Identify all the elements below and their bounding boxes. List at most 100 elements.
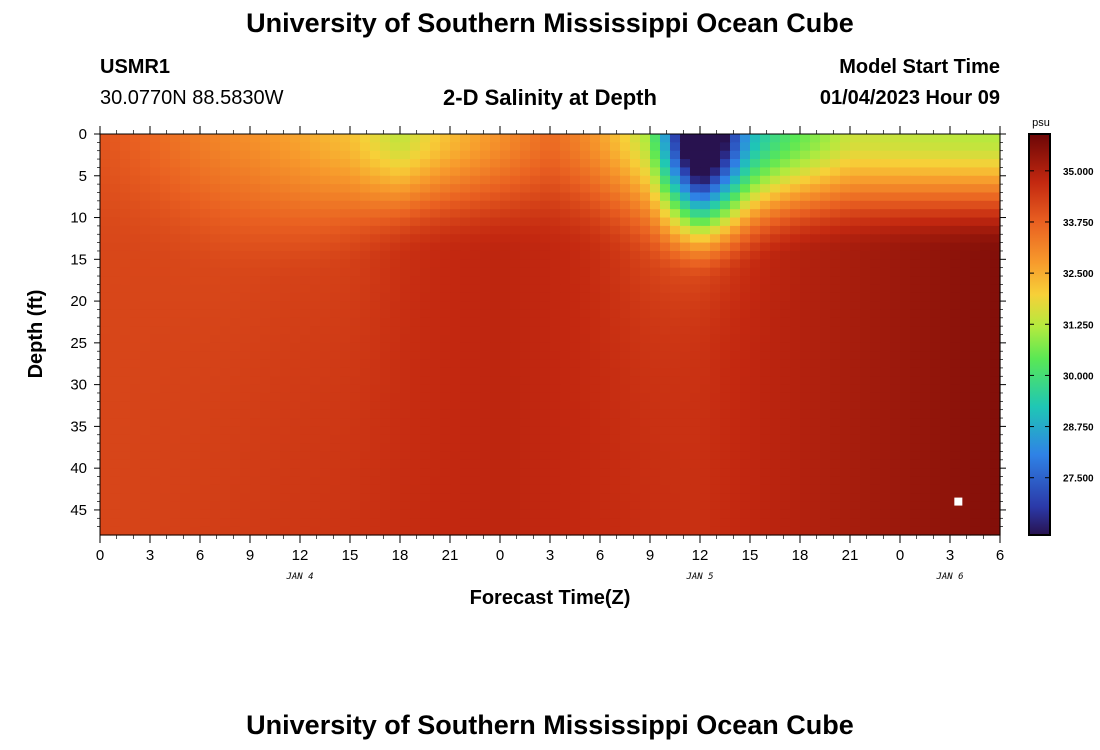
heatmap-cell — [520, 142, 531, 152]
heatmap-cell — [340, 217, 351, 227]
heatmap-cell — [620, 309, 631, 319]
heatmap-cell — [430, 476, 441, 486]
heatmap-cell — [370, 259, 381, 269]
heatmap-cell — [410, 526, 421, 536]
heatmap-cell — [860, 342, 871, 352]
heatmap-cell — [320, 342, 331, 352]
heatmap-cell — [750, 242, 761, 252]
heatmap-cell — [830, 292, 841, 302]
heatmap-cell — [950, 250, 961, 260]
heatmap-cell — [770, 209, 781, 219]
heatmap-cell — [110, 326, 121, 336]
heatmap-cell — [230, 142, 241, 152]
heatmap-cell — [800, 225, 811, 235]
heatmap-cell — [770, 518, 781, 528]
heatmap-cell — [890, 167, 901, 177]
heatmap-cell — [900, 526, 911, 536]
heatmap-cell — [770, 501, 781, 511]
heatmap-cell — [450, 150, 461, 160]
heatmap-cell — [890, 250, 901, 260]
heatmap-cell — [220, 276, 231, 285]
heatmap-cell — [460, 418, 471, 427]
heatmap-cell — [110, 476, 121, 486]
heatmap-cell — [670, 384, 681, 394]
heatmap-cell — [390, 418, 401, 427]
heatmap-cell — [660, 225, 671, 235]
heatmap-cell — [530, 443, 541, 453]
heatmap-cell — [330, 267, 341, 277]
heatmap-cell — [230, 292, 241, 302]
heatmap-cell — [570, 426, 581, 436]
heatmap-cell — [810, 284, 821, 294]
heatmap-cell — [880, 484, 891, 494]
heatmap-cell — [340, 159, 351, 169]
heatmap-cell — [110, 150, 121, 160]
heatmap-cell — [430, 234, 441, 244]
heatmap-cell — [120, 150, 131, 160]
heatmap-cell — [860, 234, 871, 244]
heatmap-cell — [540, 468, 551, 478]
heatmap-cell — [290, 259, 301, 269]
heatmap-cell — [920, 134, 931, 143]
heatmap-cell — [240, 292, 251, 302]
heatmap-cell — [950, 309, 961, 319]
heatmap-cell — [210, 292, 221, 302]
heatmap-cell — [520, 468, 531, 478]
heatmap-cell — [540, 392, 551, 402]
heatmap-cell — [670, 476, 681, 486]
heatmap-cell — [860, 142, 871, 152]
heatmap-cell — [640, 468, 651, 478]
heatmap-cell — [680, 175, 691, 185]
heatmap-cell — [670, 242, 681, 252]
heatmap-cell — [420, 192, 431, 202]
heatmap-cell — [900, 217, 911, 227]
heatmap-cell — [510, 376, 521, 386]
heatmap-cell — [340, 409, 351, 419]
heatmap-cell — [940, 217, 951, 227]
heatmap-cell — [290, 518, 301, 528]
heatmap-cell — [960, 250, 971, 260]
heatmap-cell — [590, 376, 601, 386]
heatmap-cell — [470, 326, 481, 336]
heatmap-cell — [240, 518, 251, 528]
heatmap-cell — [190, 384, 201, 394]
heatmap-cell — [910, 518, 921, 528]
heatmap-cell — [310, 217, 321, 227]
heatmap-cell — [510, 242, 521, 252]
heatmap-cell — [160, 476, 171, 486]
heatmap-cell — [290, 326, 301, 336]
heatmap-cell — [640, 418, 651, 427]
heatmap-cell — [330, 409, 341, 419]
heatmap-cell — [330, 317, 341, 327]
heatmap-cell — [730, 459, 741, 469]
heatmap-cell — [590, 159, 601, 169]
heatmap-cell — [780, 301, 791, 311]
heatmap-cell — [510, 426, 521, 436]
heatmap-cell — [400, 234, 411, 244]
heatmap-cell — [400, 359, 411, 369]
heatmap-cell — [800, 184, 811, 194]
heatmap-cell — [780, 284, 791, 294]
heatmap-cell — [410, 134, 421, 143]
heatmap-cell — [930, 276, 941, 285]
heatmap-cell — [700, 434, 711, 444]
heatmap-cell — [590, 334, 601, 344]
heatmap-cell — [990, 384, 1001, 394]
heatmap-cell — [120, 509, 131, 519]
heatmap-cell — [400, 192, 411, 202]
heatmap-cell — [740, 376, 751, 386]
heatmap-cell — [740, 468, 751, 478]
heatmap-cell — [370, 484, 381, 494]
heatmap-cell — [340, 367, 351, 377]
heatmap-cell — [610, 200, 621, 210]
heatmap-cell — [690, 200, 701, 210]
heatmap-cell — [110, 250, 121, 260]
heatmap-cell — [880, 175, 891, 185]
heatmap-cell — [480, 284, 491, 294]
heatmap-cell — [710, 167, 721, 177]
heatmap-cell — [950, 476, 961, 486]
heatmap-cell — [260, 317, 271, 327]
heatmap-cell — [180, 476, 191, 486]
heatmap-cell — [240, 434, 251, 444]
heatmap-cell — [570, 384, 581, 394]
